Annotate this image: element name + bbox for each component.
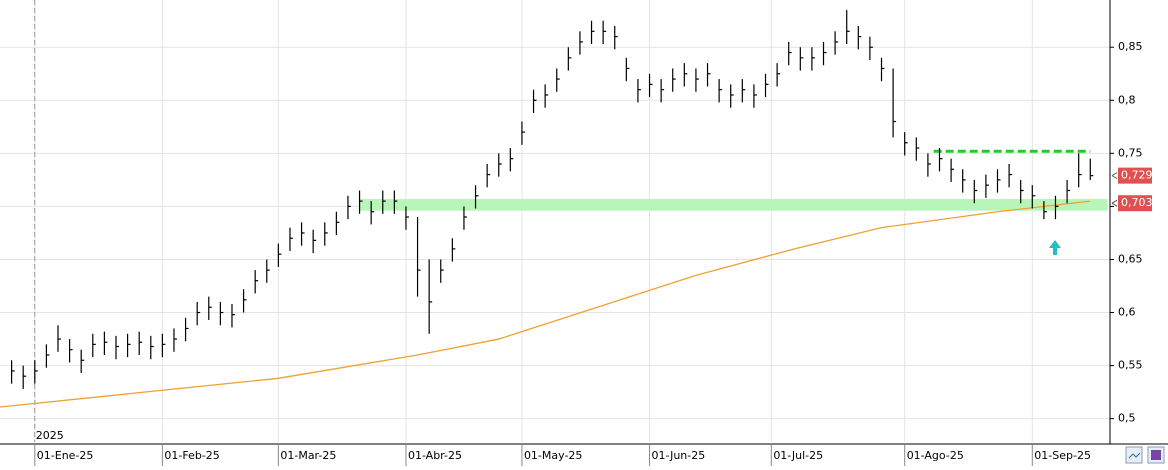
x-tick-label: 01-Abr-25: [408, 449, 462, 462]
moving-average: [0, 200, 1091, 408]
x-tick-label: 01-Jun-25: [652, 449, 706, 462]
x-tick-label: 01-May-25: [524, 449, 582, 462]
y-tick-label: 0,85: [1118, 40, 1143, 53]
y-tick-label: 0,8: [1118, 93, 1136, 106]
price-pointer: [1111, 172, 1118, 180]
x-tick-label: 01-Jul-25: [773, 449, 823, 462]
price-label: 0,729: [1121, 169, 1153, 182]
x-tick-label: 01-Ago-25: [907, 449, 964, 462]
x-tick-label: 01-Ene-25: [37, 449, 94, 462]
x-tick-label: 01-Mar-25: [280, 449, 336, 462]
save-icon: [1151, 450, 1161, 460]
price-pointer: [1111, 199, 1118, 207]
y-tick-label: 0,55: [1118, 359, 1143, 372]
y-tick-label: 0,6: [1118, 306, 1136, 319]
y-tick-label: 0,75: [1118, 146, 1143, 159]
year-label: 2025: [36, 429, 64, 442]
x-tick-label: 01-Feb-25: [164, 449, 219, 462]
support-zone: [359, 198, 1108, 211]
mark-layer: [0, 10, 1094, 408]
zone-layer: [359, 149, 1108, 211]
price-label-box: [1118, 167, 1152, 184]
y-tick-label: 0,65: [1118, 252, 1143, 265]
x-tick-label: 01-Sep-25: [1034, 449, 1091, 462]
price-label-box: [1118, 195, 1152, 212]
toolbar: [1125, 446, 1165, 464]
zoom-icon: [1128, 452, 1141, 459]
signal-arrow: [1049, 240, 1061, 255]
y-tick-label: 0,5: [1118, 412, 1136, 425]
price-label: 0,703: [1121, 196, 1153, 209]
